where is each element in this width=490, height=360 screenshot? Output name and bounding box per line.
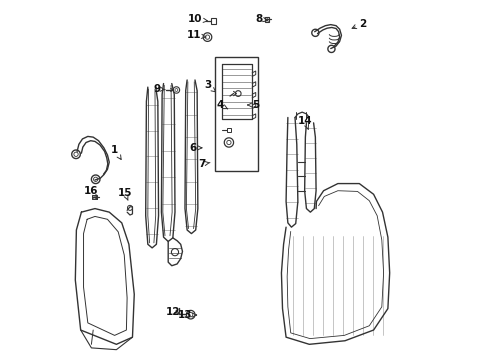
Bar — [93, 195, 97, 199]
Text: 4: 4 — [216, 100, 228, 110]
Text: 13: 13 — [178, 310, 196, 320]
Text: 3: 3 — [204, 80, 216, 92]
Text: 1: 1 — [111, 145, 121, 159]
Text: 16: 16 — [83, 186, 98, 199]
Bar — [215, 57, 258, 171]
Text: 10: 10 — [188, 14, 207, 24]
Text: 7: 7 — [198, 159, 210, 169]
Text: 8: 8 — [256, 14, 268, 23]
Text: 14: 14 — [298, 116, 312, 129]
Text: 5: 5 — [247, 100, 259, 110]
Text: 2: 2 — [352, 18, 367, 28]
Bar — [211, 18, 216, 24]
Bar — [265, 17, 269, 22]
Bar — [227, 128, 231, 132]
Text: 11: 11 — [187, 30, 206, 40]
Text: 12: 12 — [166, 307, 181, 317]
Text: 6: 6 — [190, 143, 202, 153]
Text: 15: 15 — [118, 188, 132, 200]
Text: 9: 9 — [154, 84, 165, 94]
